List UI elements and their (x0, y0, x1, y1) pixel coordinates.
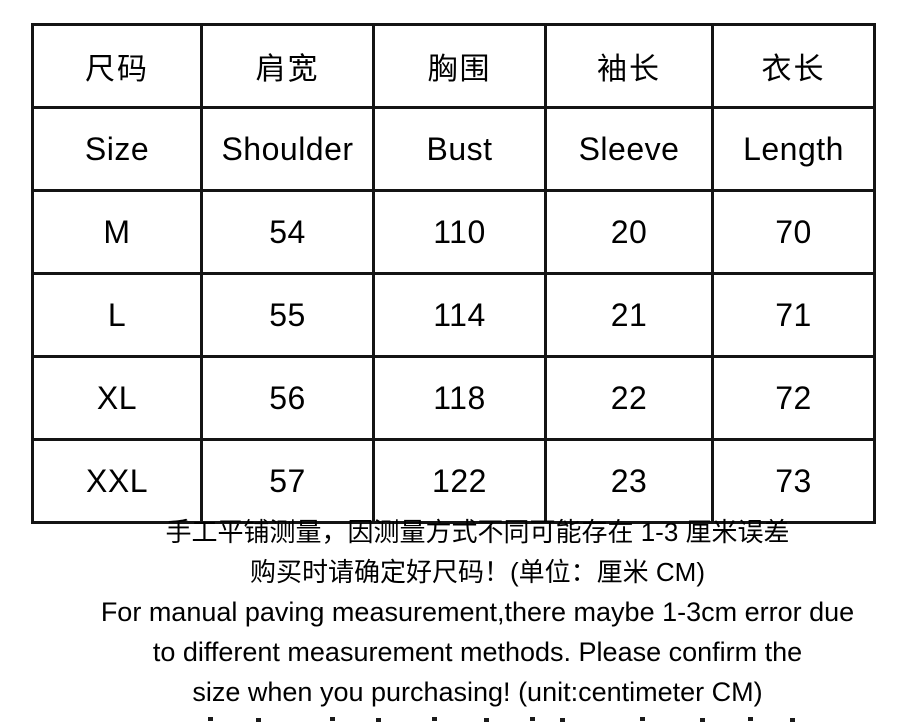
size-chart-table: 尺码 肩宽 胸围 袖长 衣长 Size Shoulder Bust Sleeve… (31, 23, 876, 524)
cell-shoulder: 55 (200, 272, 375, 358)
table-row-l: L 55 114 21 71 (31, 272, 876, 358)
cell-length: 73 (711, 438, 876, 524)
clipped-text-fragment (208, 717, 213, 721)
measurement-notes: 手工平铺测量，因测量方式不同可能存在 1-3 厘米误差 购买时请确定好尺码！(单… (0, 512, 900, 712)
cell-size: XXL (31, 438, 203, 524)
cell-sleeve: 22 (544, 355, 714, 441)
header-bust-en: Bust (372, 106, 547, 192)
header-length-en: Length (711, 106, 876, 192)
header-row-cn: 尺码 肩宽 胸围 袖长 衣长 (31, 23, 876, 109)
header-bust-cn: 胸围 (372, 23, 547, 109)
header-sleeve-cn: 袖长 (544, 23, 714, 109)
table-row-m: M 54 110 20 70 (31, 189, 876, 275)
cell-shoulder: 54 (200, 189, 375, 275)
note-en-line-1: For manual paving measurement,there mayb… (100, 597, 855, 627)
note-en-line-3: size when you purchasing! (unit:centimet… (192, 677, 763, 707)
header-row-en: Size Shoulder Bust Sleeve Length (31, 106, 876, 192)
note-cn-line-1: 手工平铺测量，因测量方式不同可能存在 1-3 厘米误差 (165, 517, 790, 547)
cell-length: 71 (711, 272, 876, 358)
table-row-xxl: XXL 57 122 23 73 (31, 438, 876, 524)
table-row-xl: XL 56 118 22 72 (31, 355, 876, 441)
cell-bust: 118 (372, 355, 547, 441)
cell-size: XL (31, 355, 203, 441)
cell-shoulder: 56 (200, 355, 375, 441)
cell-bust: 122 (372, 438, 547, 524)
header-shoulder-cn: 肩宽 (200, 23, 375, 109)
cell-sleeve: 20 (544, 189, 714, 275)
cell-size: L (31, 272, 203, 358)
cell-shoulder: 57 (200, 438, 375, 524)
header-length-cn: 衣长 (711, 23, 876, 109)
header-size-en: Size (31, 106, 203, 192)
header-sleeve-en: Sleeve (544, 106, 714, 192)
cell-sleeve: 23 (544, 438, 714, 524)
note-en-line-2: to different measurement methods. Please… (152, 637, 803, 667)
cell-length: 72 (711, 355, 876, 441)
note-cn-line-2: 购买时请确定好尺码！(单位：厘米 CM) (250, 557, 705, 587)
header-shoulder-en: Shoulder (200, 106, 375, 192)
header-size-cn: 尺码 (31, 23, 203, 109)
cell-length: 70 (711, 189, 876, 275)
cell-size: M (31, 189, 203, 275)
cell-bust: 114 (372, 272, 547, 358)
cell-bust: 110 (372, 189, 547, 275)
cell-sleeve: 21 (544, 272, 714, 358)
